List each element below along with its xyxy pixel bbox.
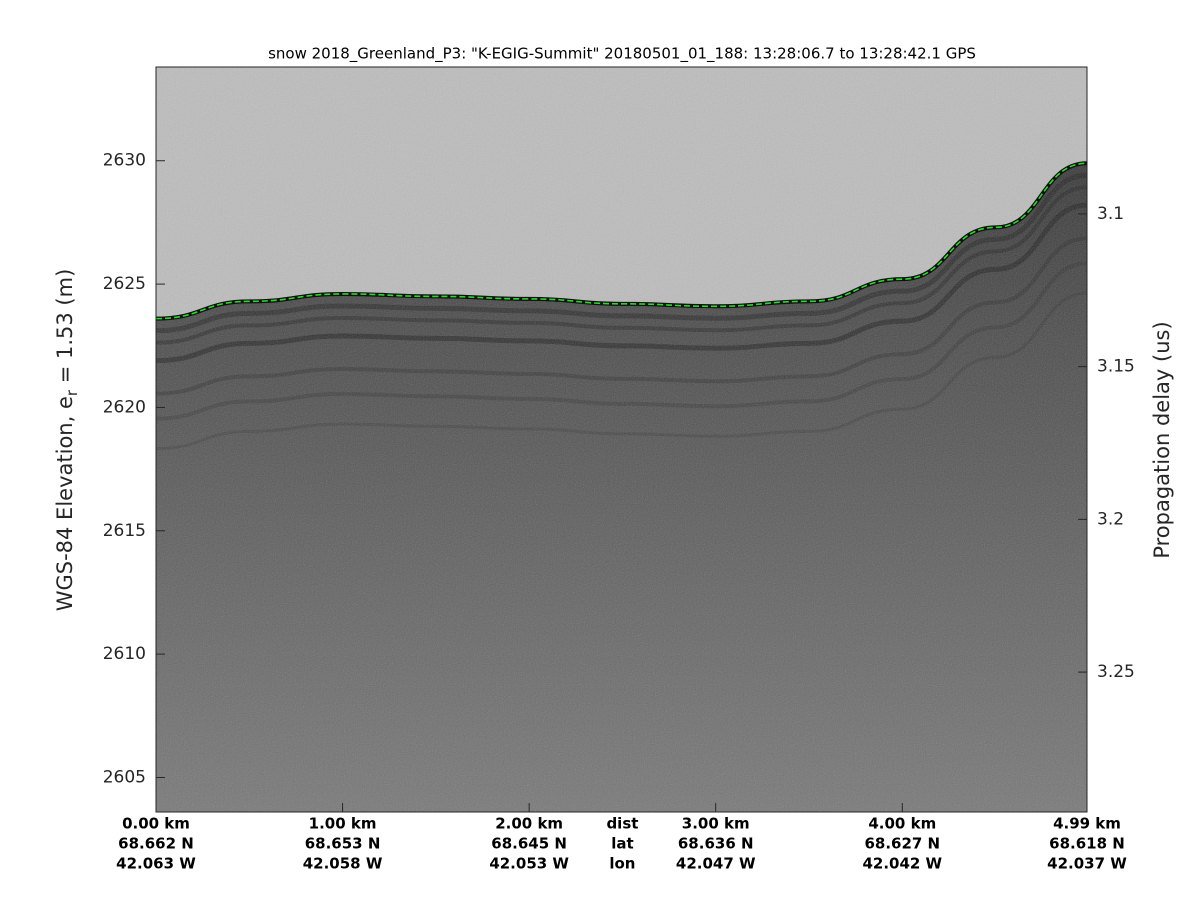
x-tick-lat: 68.653 N [305, 835, 381, 853]
y-tick-label: 2615 [103, 521, 146, 541]
y-label-rest: = 1.53 (m) [53, 269, 77, 390]
y-tick-label: 2620 [103, 397, 146, 417]
x-tick-lon: 42.063 W [116, 855, 196, 873]
x-tick-lat: 68.645 N [491, 835, 567, 853]
y-label-main: WGS-84 Elevation, e [53, 396, 77, 611]
y-tick-label: 2625 [103, 274, 146, 294]
echogram [156, 67, 1087, 812]
y-label-sub: r [63, 389, 81, 396]
x-row-title: dist [606, 815, 638, 833]
x-tick-lon: 42.042 W [862, 855, 942, 873]
axes-box [155, 66, 1088, 813]
x-tick-label: 2.00 km [495, 815, 563, 833]
y2-axis-label: Propagation delay (us) [1150, 321, 1174, 558]
y-axis-label: WGS-84 Elevation, er = 1.53 (m) [53, 269, 81, 612]
y2-tick-label: 3.2 [1097, 509, 1124, 529]
x-tick-lat: 68.636 N [678, 835, 754, 853]
x-tick-label: 1.00 km [309, 815, 377, 833]
x-tick-lon: 42.047 W [676, 855, 756, 873]
y2-tick-label: 3.25 [1097, 662, 1135, 682]
y-tick-label: 2610 [103, 644, 146, 664]
y-tick-label: 2630 [103, 151, 146, 171]
x-row-title: lon [609, 855, 635, 873]
x-tick-label: 4.00 km [868, 815, 936, 833]
y2-tick-label: 3.15 [1097, 357, 1135, 377]
chart-title: snow 2018_Greenland_P3: "K-EGIG-Summit" … [268, 45, 976, 64]
speckle [156, 67, 1087, 812]
surface-line [156, 162, 1087, 320]
y-tick-label: 2605 [103, 767, 146, 787]
x-tick-lon: 42.058 W [303, 855, 383, 873]
x-row-title: lat [611, 835, 633, 853]
x-tick-lon: 42.037 W [1047, 855, 1127, 873]
x-tick-lat: 68.627 N [864, 835, 940, 853]
x-tick-label: 0.00 km [122, 815, 190, 833]
x-tick-lon: 42.053 W [489, 855, 569, 873]
y2-tick-label: 3.1 [1097, 204, 1124, 224]
x-tick-label: 4.99 km [1053, 815, 1121, 833]
x-tick-lat: 68.618 N [1049, 835, 1125, 853]
x-tick-label: 3.00 km [682, 815, 750, 833]
x-tick-lat: 68.662 N [118, 835, 194, 853]
